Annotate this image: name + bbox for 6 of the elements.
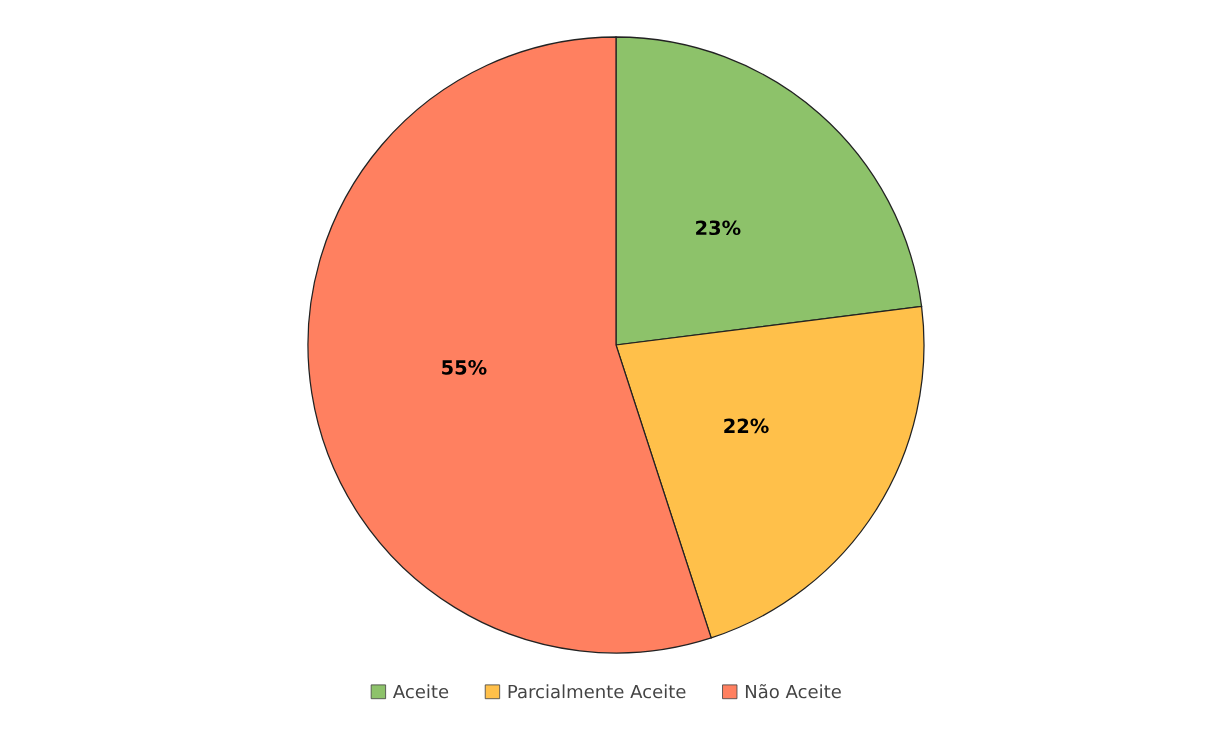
legend-label: Aceite bbox=[392, 684, 449, 699]
data-label: 23% bbox=[696, 220, 741, 236]
data-label: 22% bbox=[724, 418, 769, 434]
legend-label: Não Aceite bbox=[745, 684, 841, 699]
legend-label: Parcialmente Aceite bbox=[508, 684, 686, 699]
data-label: 55% bbox=[442, 360, 487, 375]
